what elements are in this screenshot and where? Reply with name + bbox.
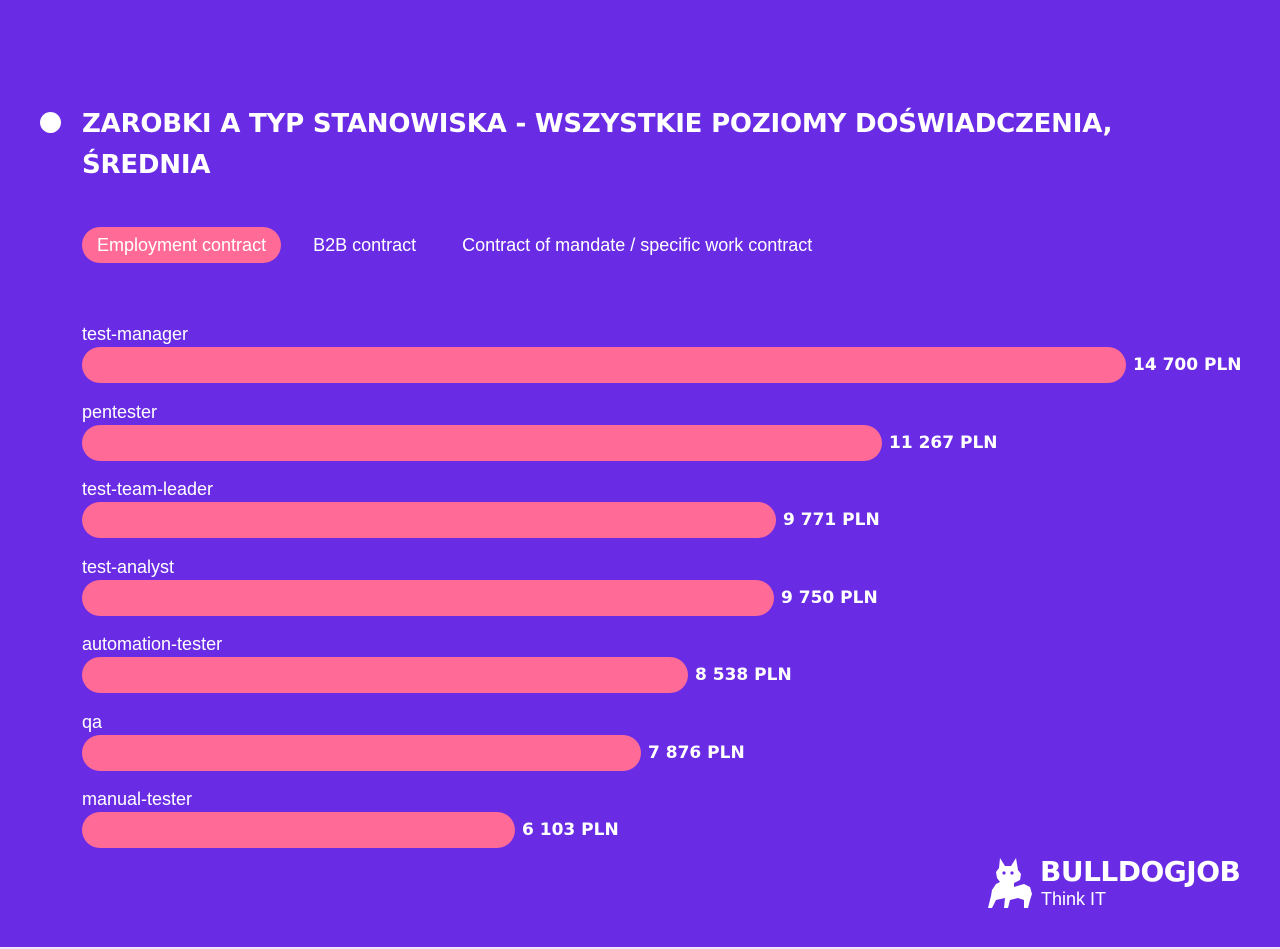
bulldogjob-logo: BULLDOGJOB Think IT <box>978 852 1268 912</box>
chart-title: ZAROBKI A TYP STANOWISKA - WSZYSTKIE POZ… <box>82 109 1113 180</box>
bar-value-label: 14 700 PLN <box>1133 355 1242 375</box>
bar-value-label: 9 771 PLN <box>783 510 880 530</box>
bar <box>82 347 1126 383</box>
logo-tagline: Think IT <box>1041 889 1107 909</box>
bar-value-label: 9 750 PLN <box>781 587 878 608</box>
bar <box>82 657 688 693</box>
bar <box>82 734 641 771</box>
bar <box>82 579 774 616</box>
bar-category-label: test-analyst <box>82 556 175 577</box>
bar-category-label: pentester <box>82 401 158 422</box>
bar <box>82 502 776 538</box>
bulldog-icon <box>988 858 1032 908</box>
tab-contract-of-mandate[interactable]: Contract of mandate / specific work cont… <box>462 235 813 255</box>
logo-wordmark: BULLDOGJOB <box>1040 855 1241 888</box>
bar-value-label: 11 267 PLN <box>889 432 998 453</box>
bar-category-label: test-team-leader <box>82 479 214 499</box>
bar-value-label: 6 103 PLN <box>522 820 619 840</box>
tab-employment-contract[interactable]: Employment contract <box>82 227 282 263</box>
title-bullet <box>40 112 61 133</box>
bar <box>82 812 515 848</box>
bar-category-label: manual-tester <box>82 789 193 809</box>
bottom-divider <box>0 947 1280 949</box>
bar-category-label: qa <box>82 711 103 732</box>
bar <box>82 424 882 461</box>
bar-value-label: 7 876 PLN <box>648 742 745 763</box>
bar-value-label: 8 538 PLN <box>695 665 792 685</box>
bar-category-label: test-manager <box>82 324 189 344</box>
tab-b2b-contract[interactable]: B2B contract <box>313 235 417 255</box>
bar-category-label: automation-tester <box>82 634 223 654</box>
contract-type-tabs: Employment contract B2B contract Contrac… <box>82 227 827 263</box>
